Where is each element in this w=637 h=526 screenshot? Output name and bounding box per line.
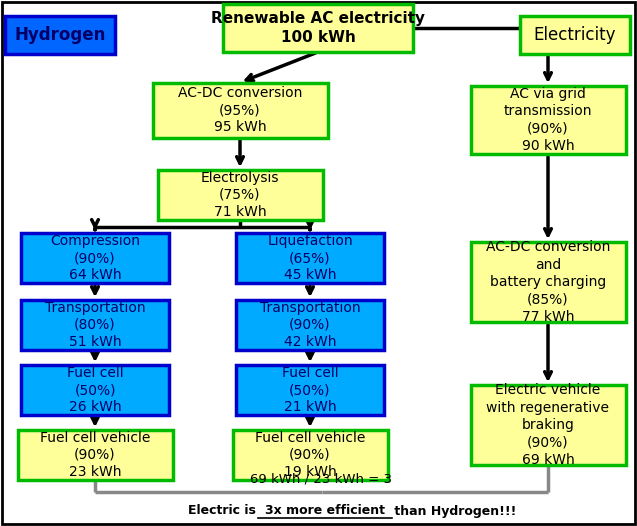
Text: Fuel cell
(50%)
21 kWh: Fuel cell (50%) 21 kWh [282, 366, 338, 414]
FancyBboxPatch shape [236, 300, 384, 350]
FancyBboxPatch shape [520, 16, 630, 54]
Text: Compression
(90%)
64 kWh: Compression (90%) 64 kWh [50, 234, 140, 282]
FancyBboxPatch shape [17, 430, 173, 480]
FancyBboxPatch shape [236, 365, 384, 415]
Text: Fuel cell vehicle
(90%)
23 kWh: Fuel cell vehicle (90%) 23 kWh [39, 431, 150, 479]
Text: Renewable AC electricity
100 kWh: Renewable AC electricity 100 kWh [211, 11, 425, 45]
Text: Fuel cell vehicle
(90%)
19 kWh: Fuel cell vehicle (90%) 19 kWh [255, 431, 365, 479]
FancyBboxPatch shape [152, 83, 327, 137]
Text: 69 kWh / 23 kWh = 3: 69 kWh / 23 kWh = 3 [250, 472, 392, 485]
FancyBboxPatch shape [157, 170, 322, 220]
FancyBboxPatch shape [223, 4, 413, 52]
FancyBboxPatch shape [21, 233, 169, 283]
FancyBboxPatch shape [471, 385, 626, 465]
Text: Liquefaction
(65%)
45 kWh: Liquefaction (65%) 45 kWh [267, 234, 353, 282]
Text: Electric vehicle
with regenerative
braking
(90%)
69 kWh: Electric vehicle with regenerative braki… [487, 383, 610, 467]
Text: Fuel cell
(50%)
26 kWh: Fuel cell (50%) 26 kWh [67, 366, 124, 414]
Text: AC-DC conversion
(95%)
95 kWh: AC-DC conversion (95%) 95 kWh [178, 86, 302, 134]
FancyBboxPatch shape [236, 233, 384, 283]
Text: AC-DC conversion
and
battery charging
(85%)
77 kWh: AC-DC conversion and battery charging (8… [486, 240, 610, 323]
Text: AC via grid
transmission
(90%)
90 kWh: AC via grid transmission (90%) 90 kWh [504, 87, 592, 153]
Text: Transportation
(80%)
51 kWh: Transportation (80%) 51 kWh [45, 301, 145, 349]
Text: Electric is: Electric is [188, 504, 260, 518]
FancyBboxPatch shape [21, 365, 169, 415]
FancyBboxPatch shape [233, 430, 387, 480]
Text: Electricity: Electricity [534, 26, 616, 44]
FancyBboxPatch shape [471, 242, 626, 322]
Text: 3x more efficient: 3x more efficient [265, 504, 385, 518]
Text: than Hydrogen!!!: than Hydrogen!!! [390, 504, 517, 518]
Text: Transportation
(90%)
42 kWh: Transportation (90%) 42 kWh [260, 301, 361, 349]
FancyBboxPatch shape [5, 16, 115, 54]
Text: Hydrogen: Hydrogen [14, 26, 106, 44]
Text: Electrolysis
(75%)
71 kWh: Electrolysis (75%) 71 kWh [201, 171, 279, 219]
FancyBboxPatch shape [21, 300, 169, 350]
FancyBboxPatch shape [471, 86, 626, 154]
